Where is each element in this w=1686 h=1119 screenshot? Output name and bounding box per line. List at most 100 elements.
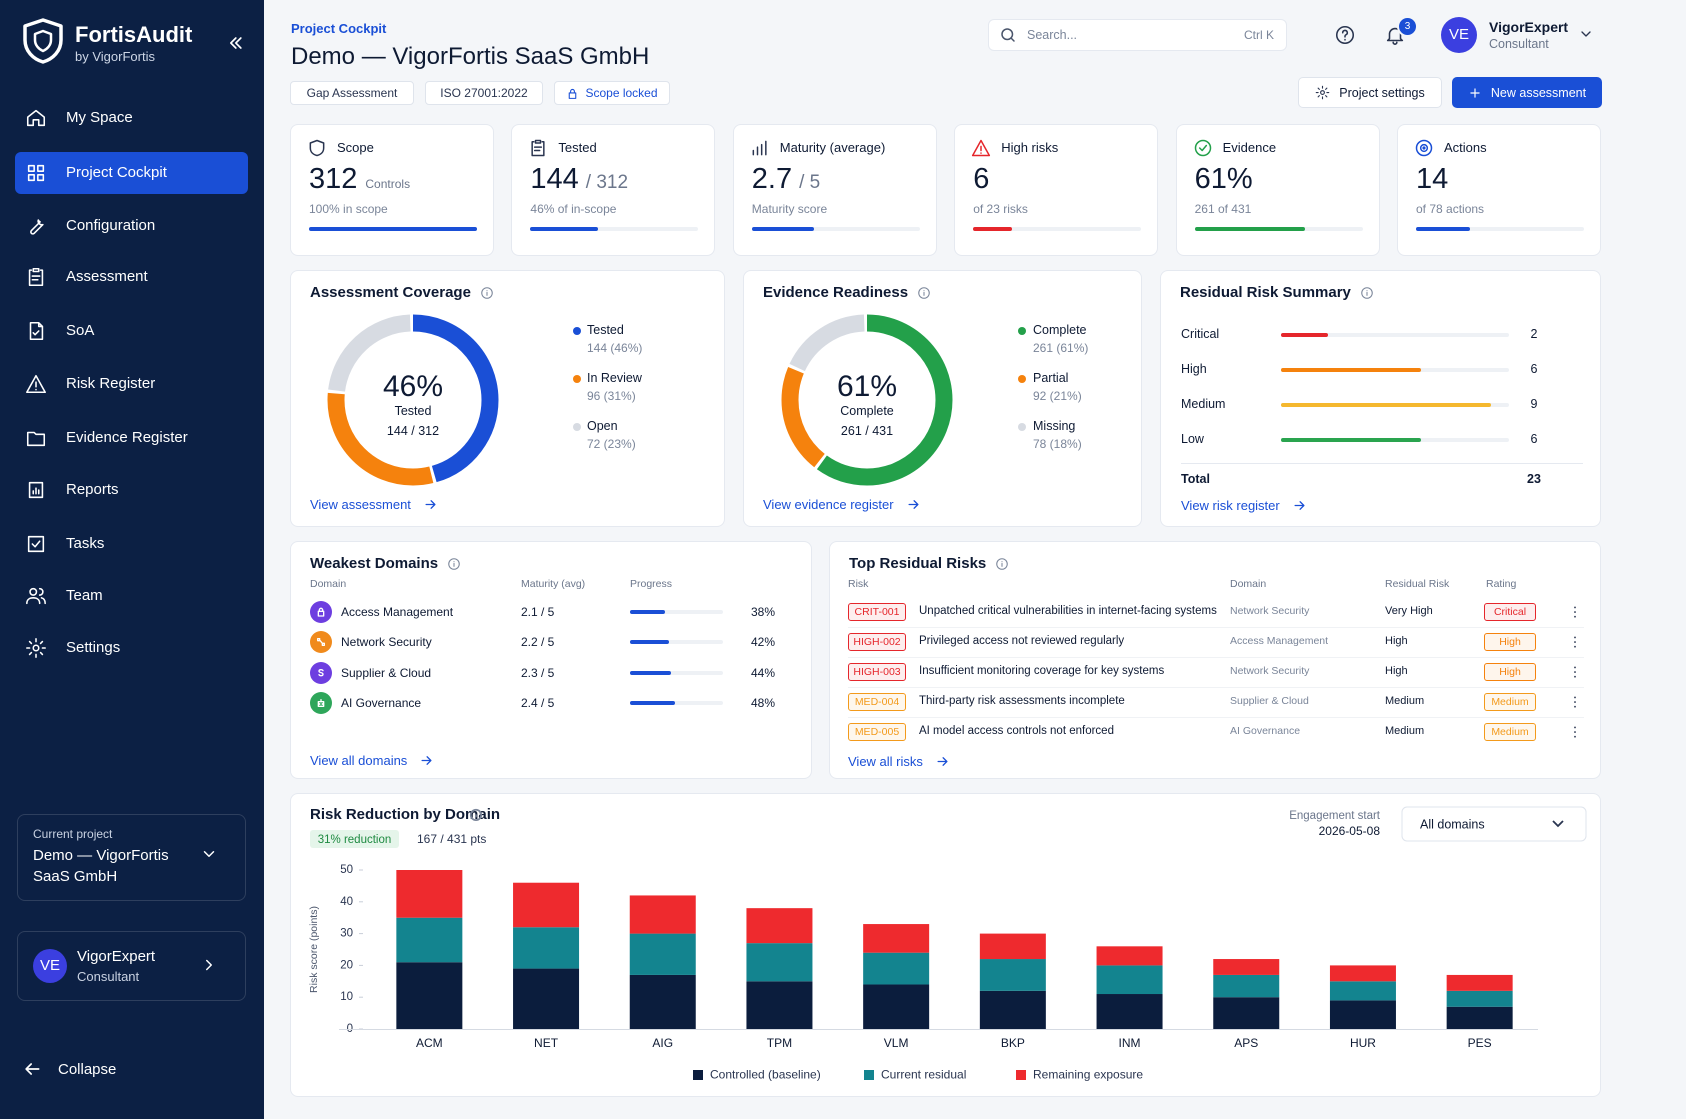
link[interactable]: View assessment — [310, 497, 438, 512]
icon-path — [317, 638, 325, 647]
bar-segment — [1096, 946, 1163, 966]
sidebar: FortisAudit by VigorFortis My Space Project… — [0, 0, 264, 1119]
row-menu-button[interactable] — [1567, 694, 1583, 710]
nav-item[interactable]: Configuration — [15, 205, 248, 247]
donut — [781, 314, 953, 486]
nav-item[interactable]: Risk Register — [15, 363, 248, 405]
risk-id: CRIT-001 — [848, 603, 906, 621]
domain-track — [630, 640, 723, 645]
legend-label: Controlled (baseline) — [710, 1068, 821, 1082]
new-assessment-button[interactable]: New assessment — [1452, 77, 1602, 108]
nav-icon — [30, 219, 44, 235]
legend-dot — [1018, 423, 1026, 431]
column-header: Residual Risk — [1385, 578, 1450, 590]
legend-swatch — [1016, 1070, 1026, 1080]
row-menu-button[interactable] — [1567, 664, 1583, 680]
row-menu-button[interactable] — [1567, 634, 1583, 650]
nav-item[interactable]: Project Cockpit — [15, 152, 248, 194]
icon-path — [1315, 85, 1330, 100]
icon-path — [1470, 87, 1480, 98]
x-tick-label: TPM — [767, 1036, 792, 1050]
column-header: Progress — [630, 578, 673, 590]
kpi-note: 46% of in-scope — [530, 202, 617, 216]
kpi-value: 14 — [1416, 163, 1449, 195]
avatar[interactable]: VE — [1441, 17, 1477, 53]
icon-path — [448, 557, 460, 570]
plus-icon — [1470, 87, 1480, 98]
y-tick-label: 20 — [340, 959, 353, 971]
card: Assessment Coverage Tested 144 (46%) In Rev… — [290, 270, 725, 527]
row-divider — [848, 687, 1584, 688]
risk-track — [1281, 438, 1509, 442]
icon-path — [26, 431, 46, 447]
legend-dot — [1018, 327, 1026, 335]
x-tick-label: VLM — [884, 1036, 909, 1050]
donut-center-sub: 261 / 431 — [840, 424, 894, 438]
nav-label: My Space — [66, 109, 133, 126]
total-label: Total — [1181, 472, 1210, 486]
kpi-label: Scope — [337, 140, 374, 155]
domain-filter[interactable]: All domains — [1401, 806, 1587, 842]
nav-label: Configuration — [66, 217, 156, 234]
bar-segment — [1329, 1000, 1396, 1029]
risk-bar — [1281, 438, 1421, 442]
risk-residual: Medium — [1385, 695, 1425, 707]
bar-segment — [513, 927, 580, 969]
domain-maturity: 2.3 / 5 — [521, 665, 555, 680]
kpi-progress-track — [530, 227, 699, 231]
kpi-icon — [531, 139, 545, 157]
row-menu-button[interactable] — [1567, 724, 1583, 740]
link-arrow — [1294, 501, 1305, 510]
nav-item[interactable]: Reports — [15, 469, 248, 511]
tag: ISO 27001:2022 — [425, 81, 543, 105]
help-button[interactable] — [1334, 24, 1356, 46]
nav-item[interactable]: Evidence Register — [15, 417, 248, 459]
user-name: VigorExpert — [77, 948, 156, 965]
legend-value: 96 (31%) — [587, 389, 636, 403]
nav-item[interactable]: Settings — [15, 627, 248, 669]
legend-value: 92 (21%) — [1033, 389, 1082, 403]
icon-path — [996, 557, 1008, 570]
legend-name: Open — [587, 419, 618, 433]
x-tick-label: ACM — [416, 1036, 443, 1050]
total-value: 23 — [1527, 472, 1541, 486]
row-menu-button[interactable] — [1567, 604, 1583, 620]
kpi-progress-track — [751, 227, 920, 231]
collapse[interactable]: Collapse — [20, 1057, 160, 1083]
icon-path — [531, 139, 545, 157]
nav-item[interactable]: SoA — [15, 310, 248, 352]
link[interactable]: View all risks — [848, 754, 950, 769]
tag-label: Scope locked — [585, 86, 658, 100]
link[interactable]: View evidence register — [763, 497, 921, 512]
nav-label: Evidence Register — [66, 429, 188, 446]
user-card[interactable]: VE VigorExpert Consultant — [17, 931, 246, 1001]
bar-segment — [1446, 974, 1513, 991]
nav-item[interactable]: Team — [15, 575, 248, 617]
nav-item[interactable]: Assessment — [15, 256, 248, 298]
kpi-value-row: 6 — [973, 163, 989, 196]
kpi-total: / 5 — [799, 172, 821, 193]
project-settings-button[interactable]: Project settings — [1298, 77, 1442, 108]
domain-progress-label: 48% — [750, 695, 775, 710]
risk-rating: High — [1484, 663, 1536, 681]
risk-residual: High — [1385, 635, 1408, 647]
current-project[interactable]: Current project Demo — VigorFortis SaaS G… — [17, 814, 246, 901]
domain-glyph — [317, 698, 325, 707]
row-divider — [848, 657, 1584, 658]
card: High risks 6 of 23 risks — [954, 124, 1159, 256]
search-box[interactable]: Search... Ctrl K — [988, 19, 1287, 51]
domain-maturity: 2.2 / 5 — [521, 635, 555, 650]
collapse-button[interactable] — [225, 33, 245, 53]
nav-item[interactable]: My Space — [15, 97, 248, 139]
icon-path — [29, 321, 44, 341]
risk-id: MED-004 — [848, 693, 906, 711]
logo-inner — [33, 29, 53, 53]
domain-progress-bar — [630, 700, 675, 705]
user-menu-button[interactable] — [1578, 26, 1594, 42]
link-arrow — [908, 500, 919, 509]
link-text: View all risks — [848, 754, 923, 769]
x-tick-label: HUR — [1350, 1036, 1376, 1050]
link[interactable]: View all domains — [310, 753, 434, 768]
nav-item[interactable]: Tasks — [15, 523, 248, 565]
link[interactable]: View risk register — [1181, 498, 1307, 513]
